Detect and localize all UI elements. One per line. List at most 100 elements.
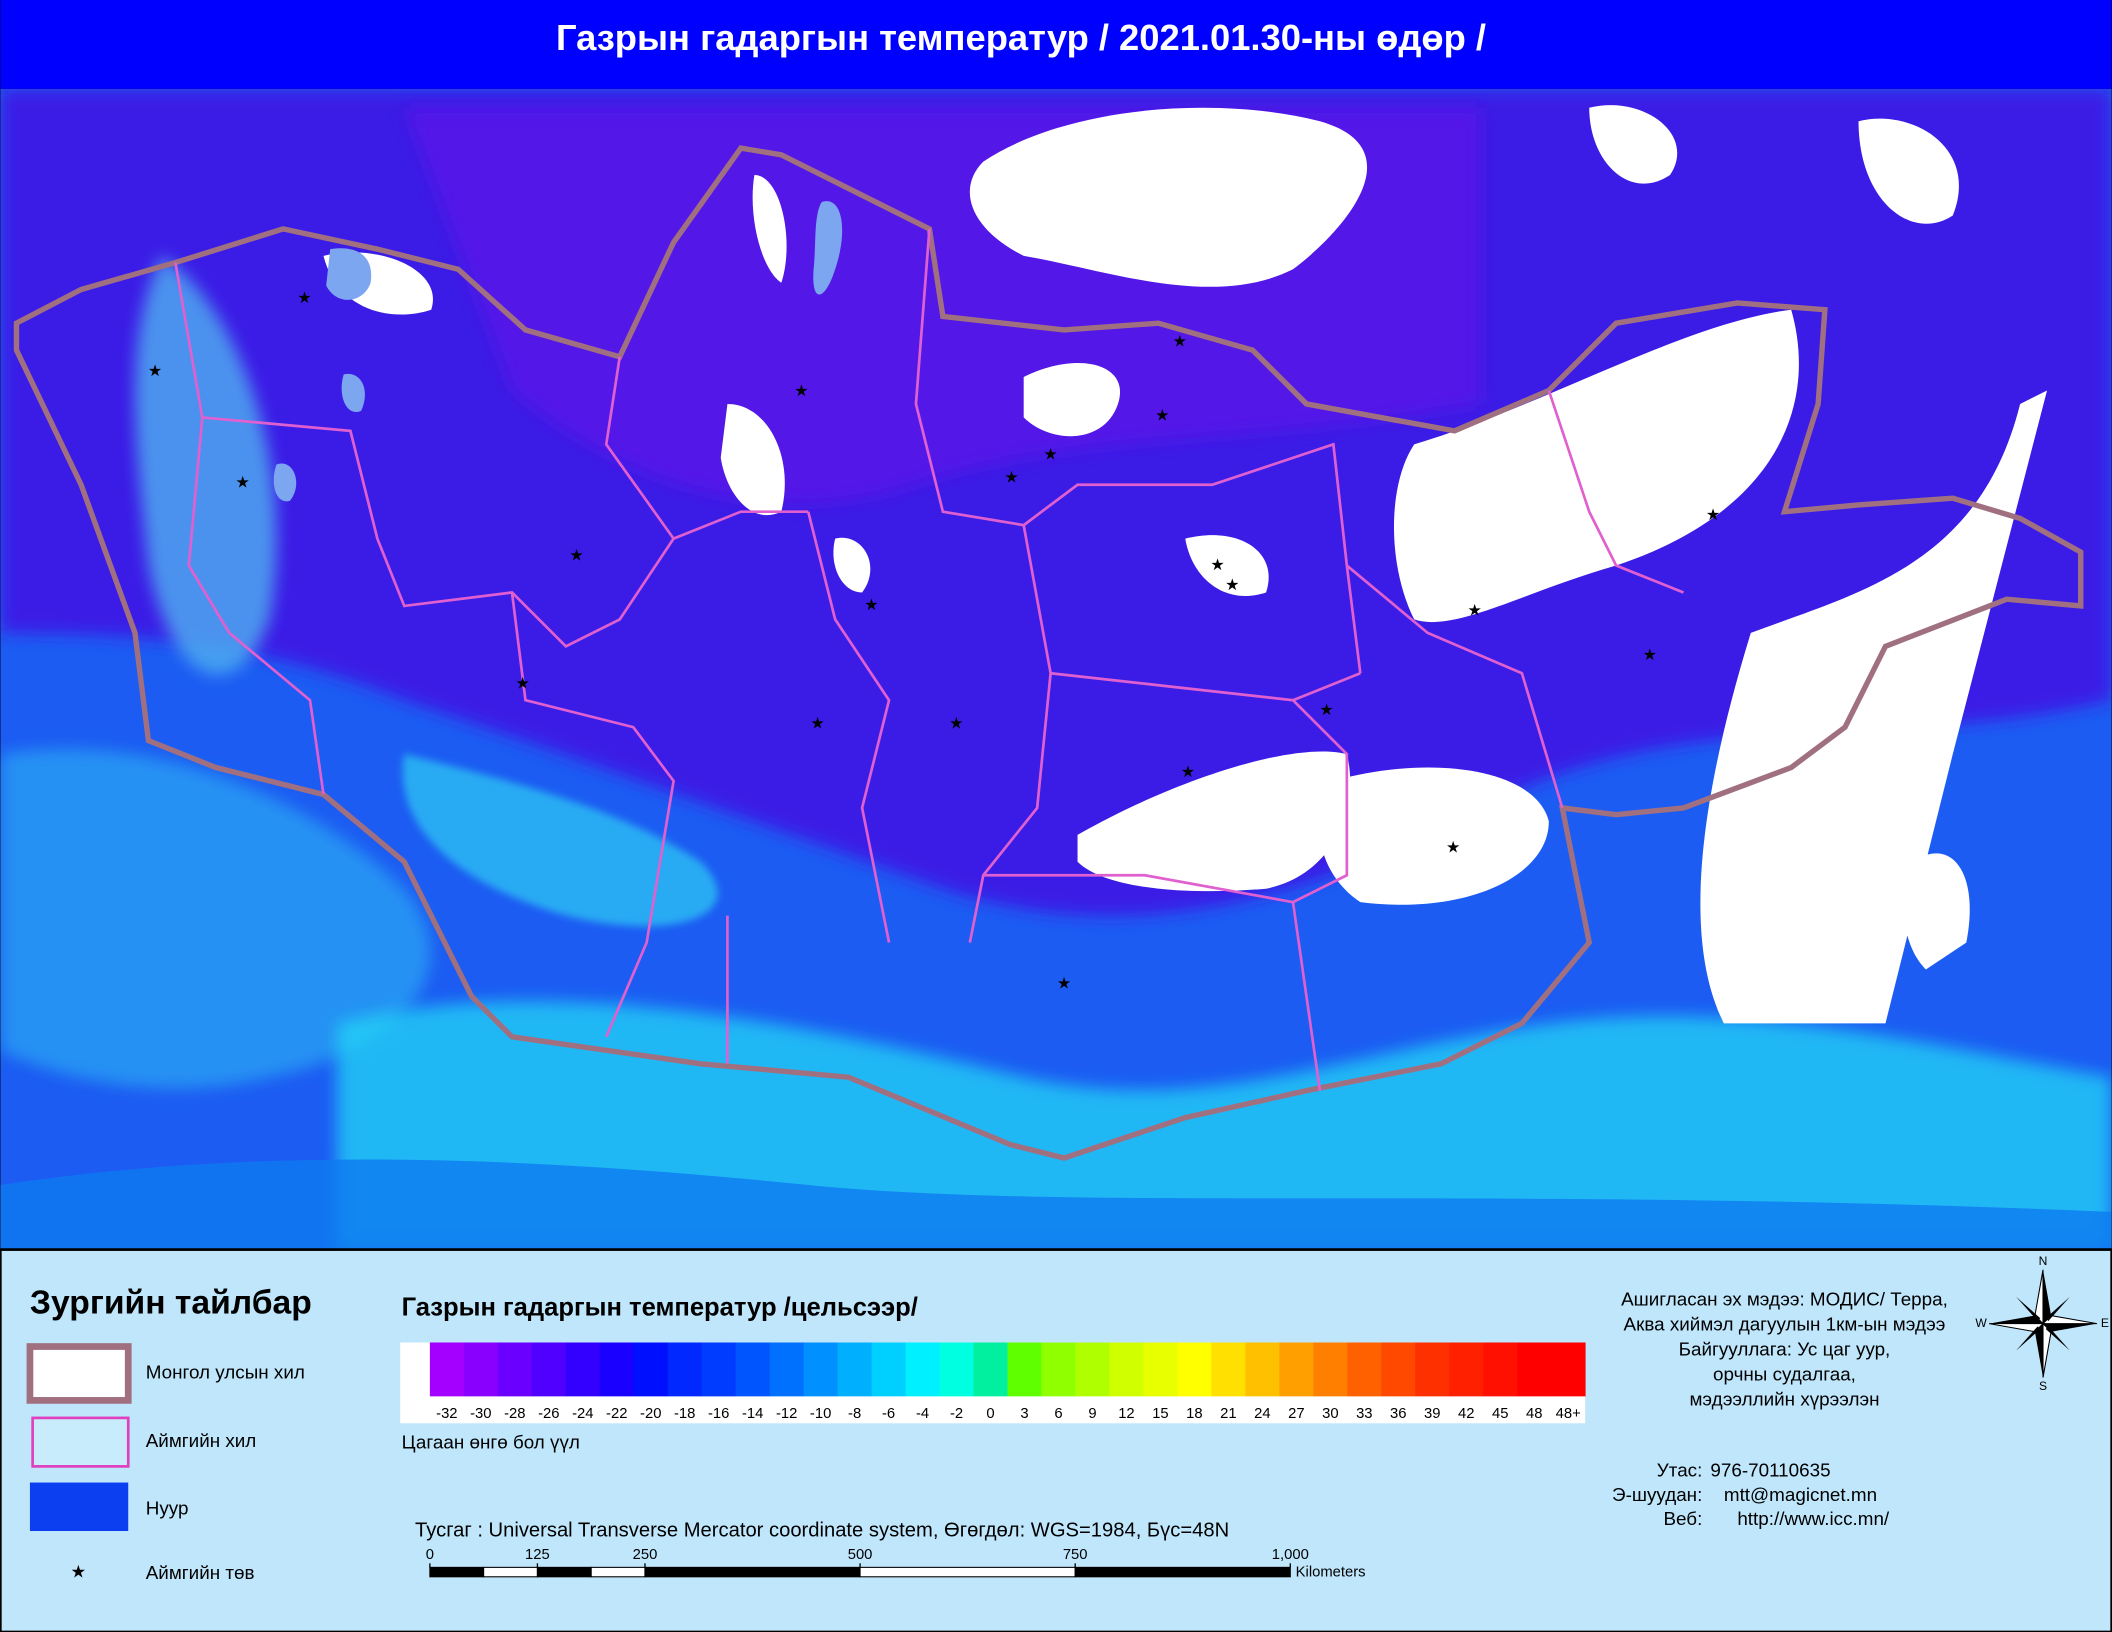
source-line: Аква хиймэл дагуулын 1км-ын мэдээ [1624,1314,1946,1335]
contact-label: Утас: [1657,1460,1703,1481]
color-scale-label: 6 [1054,1406,1062,1422]
compass-label: N [2039,1254,2048,1268]
scale-bar-segment [590,1566,646,1578]
color-scale-label: 36 [1390,1406,1406,1422]
contact-label: Э-шуудан: [1612,1484,1702,1505]
color-scale-label: -26 [538,1406,559,1422]
legend-item: Аймгийн төв [146,1562,255,1583]
color-scale-label: 30 [1322,1406,1338,1422]
svg-text:★: ★ [516,674,530,692]
color-cell [565,1342,601,1397]
legend-swatch-star: ★ [71,1561,87,1581]
compass-label: E [2101,1316,2109,1330]
color-cell [599,1342,635,1397]
color-scale-label: 42 [1458,1406,1474,1422]
color-scale-label: 18 [1186,1406,1202,1422]
svg-text:★: ★ [1706,506,1720,524]
contact-value: 976-70110635 [1710,1460,1830,1481]
color-cell [973,1342,1008,1397]
contact-value: mtt@magicnet.mn [1724,1484,1877,1505]
province-borders [174,228,1684,1091]
scale-bar-segment [429,1566,485,1578]
color-scale-label: -18 [674,1406,695,1422]
scale-bar-label: 1,000 [1272,1547,1309,1563]
legend-heading: Зургийн тайлбар [30,1285,312,1322]
svg-text:★: ★ [569,546,583,564]
color-scale-label: 15 [1152,1406,1168,1422]
svg-text:★: ★ [1181,763,1195,781]
svg-text:★: ★ [1643,646,1657,664]
svg-text:★: ★ [1210,556,1224,574]
color-scale-label: 48 [1526,1406,1542,1422]
color-scale-label: -4 [916,1406,929,1422]
color-scale-label: 9 [1088,1406,1096,1422]
color-cell [701,1342,737,1397]
color-cell [1517,1342,1552,1397]
scale-bar-segment [536,1566,592,1578]
scale-bar-label: 125 [525,1547,550,1563]
svg-text:★: ★ [794,382,808,400]
color-cell [1211,1342,1246,1397]
svg-text:★: ★ [148,362,162,380]
svg-text:★: ★ [949,715,963,733]
scale-bar-segment [859,1566,1076,1578]
svg-text:★: ★ [1446,839,1460,857]
color-cell [1143,1342,1178,1397]
svg-text:★: ★ [235,474,249,492]
color-cell [463,1342,499,1397]
color-cell [837,1342,873,1397]
legend-item: Аймгийн хил [146,1430,257,1451]
color-cell [1449,1342,1484,1397]
svg-text:★: ★ [1004,468,1018,486]
province-centers: ★★ ★★ ★★ ★★ ★★ ★★ ★★ ★★ ★★ ★★ ★★ [148,289,1720,992]
lakes [273,201,843,502]
color-cell [1415,1342,1450,1397]
color-scale-label: -24 [572,1406,593,1422]
color-cell [939,1342,974,1397]
color-cell [1279,1342,1314,1397]
color-cell [871,1342,906,1397]
svg-text:★: ★ [1319,701,1333,719]
color-scale-label: 0 [986,1406,994,1422]
color-scale-label: -12 [776,1406,797,1422]
color-cell [429,1342,465,1397]
color-scale-label: 27 [1288,1406,1304,1422]
scale-bar-unit: Kilometers [1296,1565,1366,1581]
map-title: Газрын гадаргын температур / 2021.01.30-… [556,17,1486,58]
color-cell [1041,1342,1076,1397]
color-scale-label: 21 [1220,1406,1236,1422]
scale-bar-segment [644,1566,861,1578]
color-cell [497,1342,533,1397]
svg-text:★: ★ [1468,602,1482,620]
projection-note: Тусгаг : Universal Transverse Mercator c… [415,1519,1229,1541]
color-scale-label: -10 [810,1406,831,1422]
legend-swatch-border [26,1343,132,1404]
color-cell [803,1342,839,1397]
scale-bar-label: 750 [1063,1547,1088,1563]
color-scale-label: -14 [742,1406,763,1422]
color-scale-label: 33 [1356,1406,1372,1422]
color-cell [905,1342,940,1397]
svg-text:★: ★ [1155,406,1169,424]
color-cell [531,1342,567,1397]
legend-item: Монгол улсын хил [146,1361,305,1382]
color-scale-label: -20 [640,1406,661,1422]
color-cell [1109,1342,1144,1397]
title-bar [0,0,2112,89]
source-line: Ашигласан эх мэдээ: МОДИС/ Терра, [1621,1289,1948,1310]
color-cell [1347,1342,1382,1397]
satellite-image: ★★ ★★ ★★ ★★ ★★ ★★ ★★ ★★ ★★ ★★ ★★ [0,88,2112,1250]
color-scale-label: 45 [1492,1406,1508,1422]
svg-text:★: ★ [1225,576,1239,594]
contact-value: http://www.icc.mn/ [1737,1508,1890,1529]
scale-bar-label: 0 [426,1547,434,1563]
color-cell [1177,1342,1212,1397]
color-cell [769,1342,805,1397]
national-border [13,145,2084,1161]
color-scale-label: -22 [606,1406,627,1422]
source-line: мэдээллийн хүрээлэн [1689,1388,1879,1409]
color-scale-label: 48+ [1556,1406,1581,1422]
svg-text:★: ★ [864,596,878,614]
legend-item: Нуур [146,1497,189,1518]
color-cell [1245,1342,1280,1397]
